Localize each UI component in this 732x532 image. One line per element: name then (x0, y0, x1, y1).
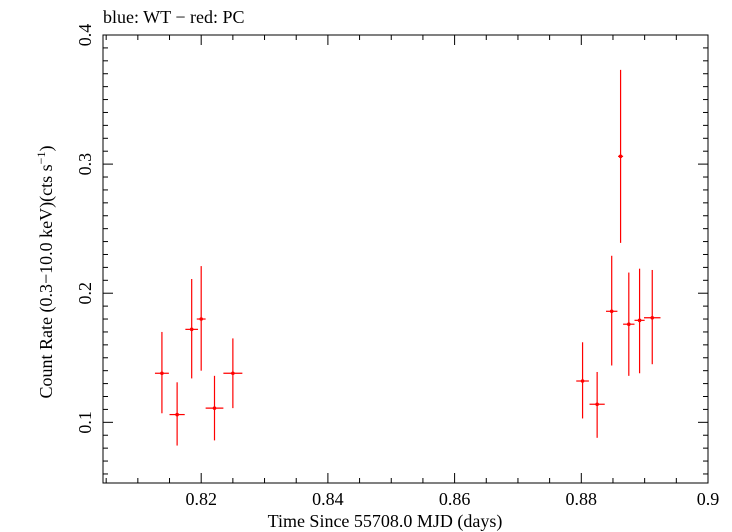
x-tick-label: 0.9 (697, 489, 720, 509)
point-marker (595, 402, 599, 407)
data-point (154, 331, 169, 414)
data-point (169, 382, 185, 446)
y-tick-label: 0.2 (75, 282, 95, 305)
chart-title: blue: WT − red: PC (103, 7, 244, 27)
y-axis: 0.1 0.2 0.3 0.4 (75, 24, 708, 475)
x-tick-label: 0.86 (439, 489, 471, 509)
data-point (223, 338, 243, 409)
data-point (576, 342, 589, 419)
y-axis-label-close: ) (36, 146, 57, 152)
data-point (644, 269, 661, 365)
point-marker (199, 317, 203, 321)
x-tick-label: 0.88 (566, 489, 598, 509)
point-marker (160, 371, 164, 376)
y-tick-label: 0.3 (75, 153, 95, 176)
y-axis-label: Count Rate (0.3−10.0 keV)(cts s−1) (34, 146, 57, 399)
y-tick-label: 0.1 (75, 411, 95, 434)
point-marker (618, 154, 623, 159)
point-marker (231, 371, 235, 376)
data-point (606, 255, 618, 366)
point-marker (189, 327, 194, 332)
y-axis-label-superscript: −1 (34, 152, 48, 165)
x-axis: 0.82 0.84 0.86 0.88 0.9 (105, 35, 720, 509)
point-marker (212, 406, 217, 410)
x-tick-label: 0.82 (185, 489, 217, 509)
y-tick-label: 0.4 (75, 24, 95, 47)
data-point (623, 272, 635, 376)
data-point (205, 375, 224, 441)
data-point (196, 266, 206, 371)
point-marker (637, 318, 642, 323)
data-point (634, 268, 645, 374)
data-series-pc (154, 69, 661, 446)
point-marker (175, 412, 179, 417)
point-marker (609, 309, 614, 314)
y-axis-label-main: Count Rate (0.3−10.0 keV)(cts s (36, 164, 57, 398)
point-marker (627, 322, 631, 327)
data-point (618, 69, 624, 243)
point-marker (650, 315, 655, 320)
data-point (185, 279, 199, 379)
plot-frame (102, 34, 709, 484)
x-axis-label: Time Since 55708.0 MJD (days) (268, 511, 503, 532)
point-marker (580, 379, 585, 383)
data-point (589, 371, 605, 438)
x-tick-label: 0.84 (312, 489, 344, 509)
